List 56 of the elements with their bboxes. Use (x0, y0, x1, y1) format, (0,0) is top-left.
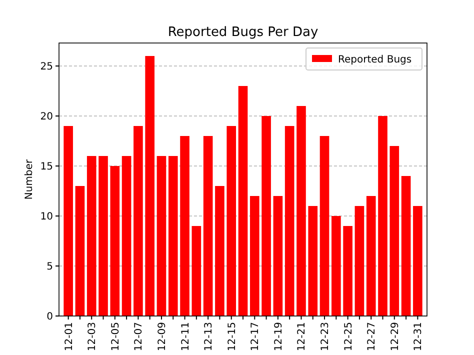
bar (262, 116, 271, 316)
bar (168, 156, 178, 316)
x-tick-label: 12-07 (134, 322, 145, 352)
bar (354, 206, 364, 316)
bar (320, 136, 330, 316)
x-tick-label: 12-09 (156, 322, 168, 352)
bar (332, 216, 341, 316)
bar (75, 186, 85, 316)
x-tick-label: 12-01 (64, 322, 75, 352)
x-tick-label: 12-25 (343, 322, 354, 352)
bar (401, 176, 411, 316)
bar (296, 106, 306, 316)
bar (134, 126, 143, 316)
bar (180, 136, 190, 316)
bar (192, 226, 202, 316)
y-tick-label: 15 (40, 162, 53, 172)
bar (366, 196, 376, 316)
bar (273, 196, 283, 316)
bar (284, 126, 294, 316)
x-tick-label: 12-19 (273, 322, 284, 352)
legend-label: Reported Bugs (338, 54, 412, 66)
x-tick-label: 12-23 (320, 322, 332, 352)
x-tick-label: 12-27 (366, 322, 378, 352)
x-tick-label: 12-13 (204, 322, 215, 352)
bar (203, 136, 213, 316)
x-tick-label: 12-05 (110, 322, 122, 352)
bar (390, 146, 400, 316)
x-tick-label: 12-17 (250, 322, 262, 352)
bar (122, 156, 132, 316)
bar (238, 86, 248, 316)
y-tick-label: 5 (46, 262, 53, 272)
bar (343, 226, 352, 316)
bar (156, 156, 166, 316)
bar (110, 166, 120, 316)
x-tick-label: 12-11 (180, 322, 192, 352)
x-tick-label: 12-29 (390, 322, 401, 352)
y-axis-title: Number (24, 158, 35, 200)
bar (86, 156, 96, 316)
bar (413, 206, 422, 316)
x-tick-label: 12-31 (413, 322, 424, 352)
x-tick-label: 12-15 (226, 322, 238, 352)
x-tick-label: 12-03 (87, 322, 98, 352)
chart-title: Reported Bugs Per Day (168, 25, 318, 40)
y-tick-label: 0 (46, 312, 53, 322)
bar (98, 156, 108, 316)
x-tick-label: 12-21 (296, 322, 308, 352)
bar (215, 186, 224, 316)
y-tick-label: 10 (40, 212, 53, 222)
bar (378, 116, 388, 316)
y-tick-label: 20 (40, 112, 53, 122)
bar (226, 126, 236, 316)
bar (64, 126, 73, 316)
bar (308, 206, 318, 316)
y-tick-label: 25 (40, 62, 53, 72)
bar (145, 56, 154, 316)
bar (250, 196, 260, 316)
